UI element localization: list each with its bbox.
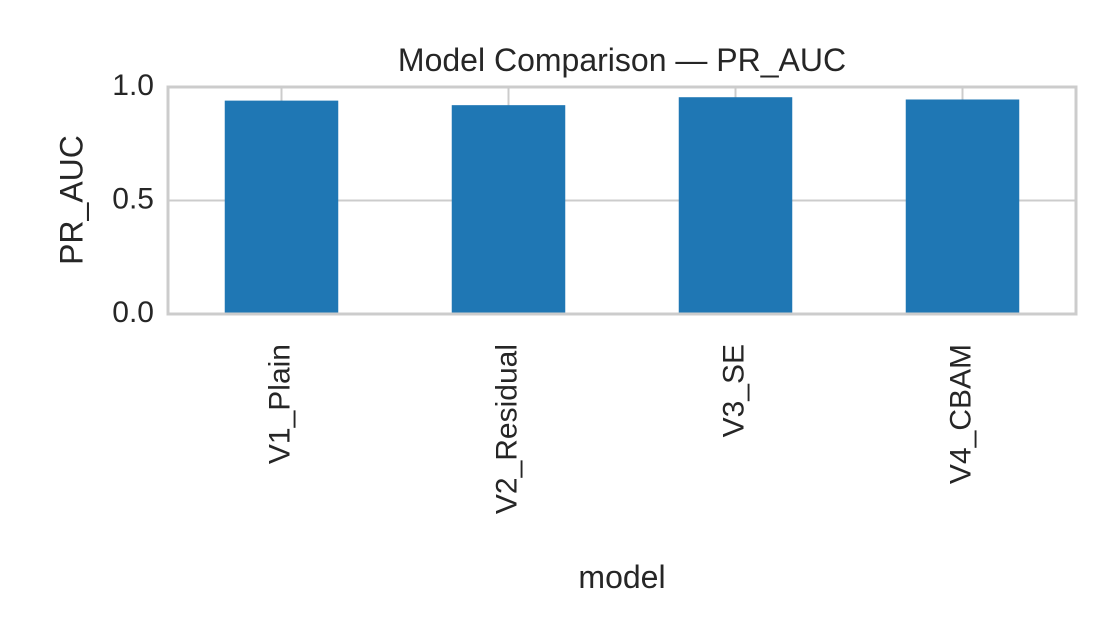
y-tick-label: 0.0 bbox=[112, 296, 154, 329]
x-tick-label: V2_Residual bbox=[490, 344, 523, 514]
bar-v4-cbam bbox=[905, 99, 1020, 314]
y-tick-label: 0.5 bbox=[112, 182, 154, 215]
bar-v2-residual bbox=[451, 105, 566, 314]
y-axis-label: PR_AUC bbox=[53, 135, 89, 265]
x-tick-label: V4_CBAM bbox=[944, 344, 977, 484]
chart-title: Model Comparison — PR_AUC bbox=[398, 42, 846, 78]
x-tick-label: V3_SE bbox=[717, 344, 750, 437]
y-ticks: 0.0 0.5 1.0 bbox=[112, 69, 154, 329]
x-tick-label: V1_Plain bbox=[263, 344, 296, 464]
y-tick-label: 1.0 bbox=[112, 69, 154, 102]
x-axis-label: model bbox=[578, 559, 665, 595]
axes-frame bbox=[166, 85, 1078, 316]
x-ticks: V1_Plain V2_Residual V3_SE V4_CBAM bbox=[263, 344, 977, 514]
bar-v1-plain bbox=[224, 100, 339, 315]
bars bbox=[224, 97, 1020, 315]
bar-v3-se bbox=[678, 97, 793, 314]
